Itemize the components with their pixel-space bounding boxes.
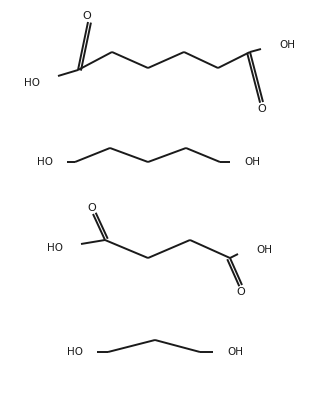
Text: O: O [88, 203, 96, 213]
Text: HO: HO [24, 78, 40, 88]
Text: OH: OH [279, 40, 295, 50]
Text: O: O [258, 104, 267, 114]
Text: OH: OH [256, 245, 272, 255]
Text: O: O [83, 11, 91, 21]
Text: OH: OH [227, 347, 243, 357]
Text: OH: OH [244, 157, 260, 167]
Text: HO: HO [47, 243, 63, 253]
Text: O: O [237, 287, 245, 297]
Text: HO: HO [67, 347, 83, 357]
Text: HO: HO [37, 157, 53, 167]
